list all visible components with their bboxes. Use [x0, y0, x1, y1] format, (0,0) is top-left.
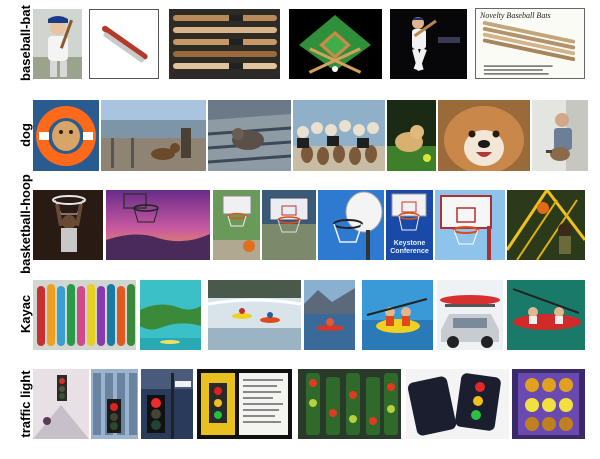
traffic-light-image-2 [91, 369, 138, 439]
traffic-light-image-4 [197, 369, 292, 439]
baseball-bat-image-6: Novelty Baseball Bats [475, 8, 585, 79]
basketball-hoop-image-2 [106, 190, 210, 260]
basketball-hoop-image-5 [318, 190, 384, 260]
baseball-bat-image-3 [169, 9, 280, 79]
row-label-baseball-bat: baseball-bat [18, 5, 33, 81]
traffic-light-image-7 [512, 369, 585, 439]
kayac-image-5 [362, 280, 433, 350]
baseball-bat-image-4 [289, 9, 382, 79]
dog-image-5 [387, 100, 436, 171]
kayac-image-4 [304, 280, 355, 350]
dog-image-3 [208, 100, 291, 171]
keystone-conference-caption: Keystone Conference [390, 240, 429, 255]
kayac-image-7 [507, 280, 585, 350]
traffic-light-image-5 [298, 369, 401, 439]
traffic-light-image-1 [33, 369, 89, 439]
dog-image-6 [438, 100, 530, 171]
kayac-image-6 [437, 280, 503, 350]
baseball-bat-image-5 [390, 9, 467, 79]
baseball-bat-image-1 [33, 9, 82, 79]
row-label-kayac: Kayac [18, 294, 33, 334]
dog-image-1 [33, 100, 99, 171]
basketball-hoop-image-1 [33, 190, 103, 260]
dog-image-7 [532, 100, 588, 171]
dog-image-2 [101, 100, 206, 171]
traffic-light-image-3 [141, 369, 193, 439]
baseball-bat-image-2 [89, 9, 159, 79]
basketball-hoop-image-8 [507, 190, 585, 260]
kayac-image-1 [33, 280, 136, 350]
basketball-hoop-image-4 [262, 190, 316, 260]
novelty-bats-caption: Novelty Baseball Bats [480, 11, 551, 20]
basketball-hoop-image-3 [213, 190, 260, 260]
dog-image-4 [293, 100, 385, 171]
kayac-image-2 [140, 280, 201, 350]
basketball-hoop-image-7 [435, 190, 505, 260]
basketball-hoop-image-6: Keystone Conference [386, 190, 433, 260]
traffic-light-image-6 [406, 369, 509, 439]
row-label-traffic-light: traffic light [18, 370, 33, 438]
kayac-image-3 [208, 280, 301, 350]
